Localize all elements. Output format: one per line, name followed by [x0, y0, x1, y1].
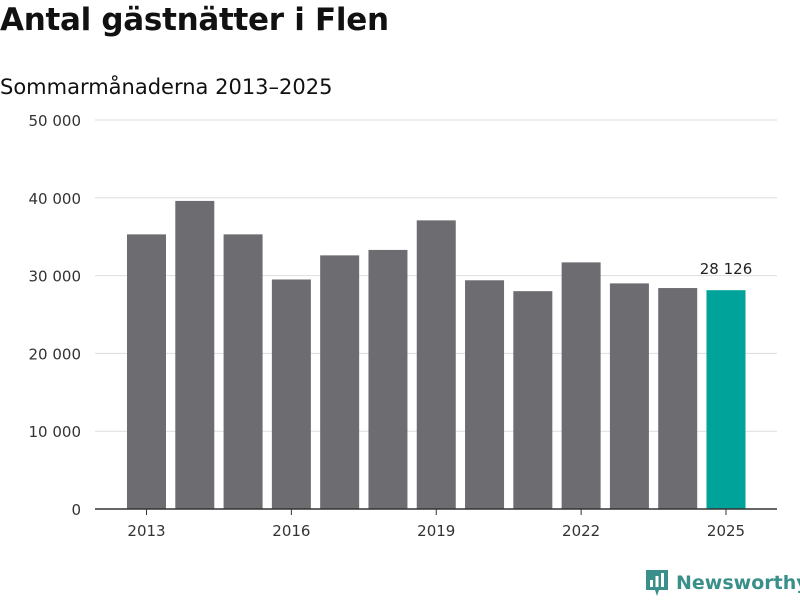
bar [368, 249, 408, 509]
x-tick-label: 2016 [272, 522, 310, 540]
y-tick-label: 10 000 [29, 423, 82, 441]
newsworthy-logo-icon [646, 570, 668, 596]
x-tick-label: 2013 [127, 522, 165, 540]
bar [127, 234, 166, 509]
bar [513, 291, 553, 509]
newsworthy-brand[interactable]: Newsworthy [644, 568, 800, 598]
x-tick-label: 2025 [707, 522, 745, 540]
y-tick-label: 20 000 [29, 345, 82, 363]
chart-subtitle: Sommarmånaderna 2013–2025 [0, 75, 333, 99]
bar [609, 283, 649, 509]
bar [416, 220, 456, 509]
bar [175, 200, 215, 510]
y-tick-label: 30 000 [29, 268, 82, 286]
bar [465, 280, 505, 509]
bar [271, 279, 311, 509]
bar [223, 234, 263, 509]
x-tick-label: 2019 [417, 522, 455, 540]
chart-title: Antal gästnätter i Flen [0, 2, 389, 38]
bar-highlight [706, 290, 746, 509]
y-tick-label: 50 000 [29, 112, 82, 130]
x-tick-label: 2022 [562, 522, 600, 540]
y-tick-label: 0 [71, 501, 81, 519]
bar [561, 262, 601, 509]
bar [320, 255, 360, 509]
data-label: 28 126 [700, 260, 753, 278]
bar [658, 288, 698, 509]
y-tick-label: 40 000 [29, 190, 82, 208]
brand-name: Newsworthy [676, 572, 800, 594]
